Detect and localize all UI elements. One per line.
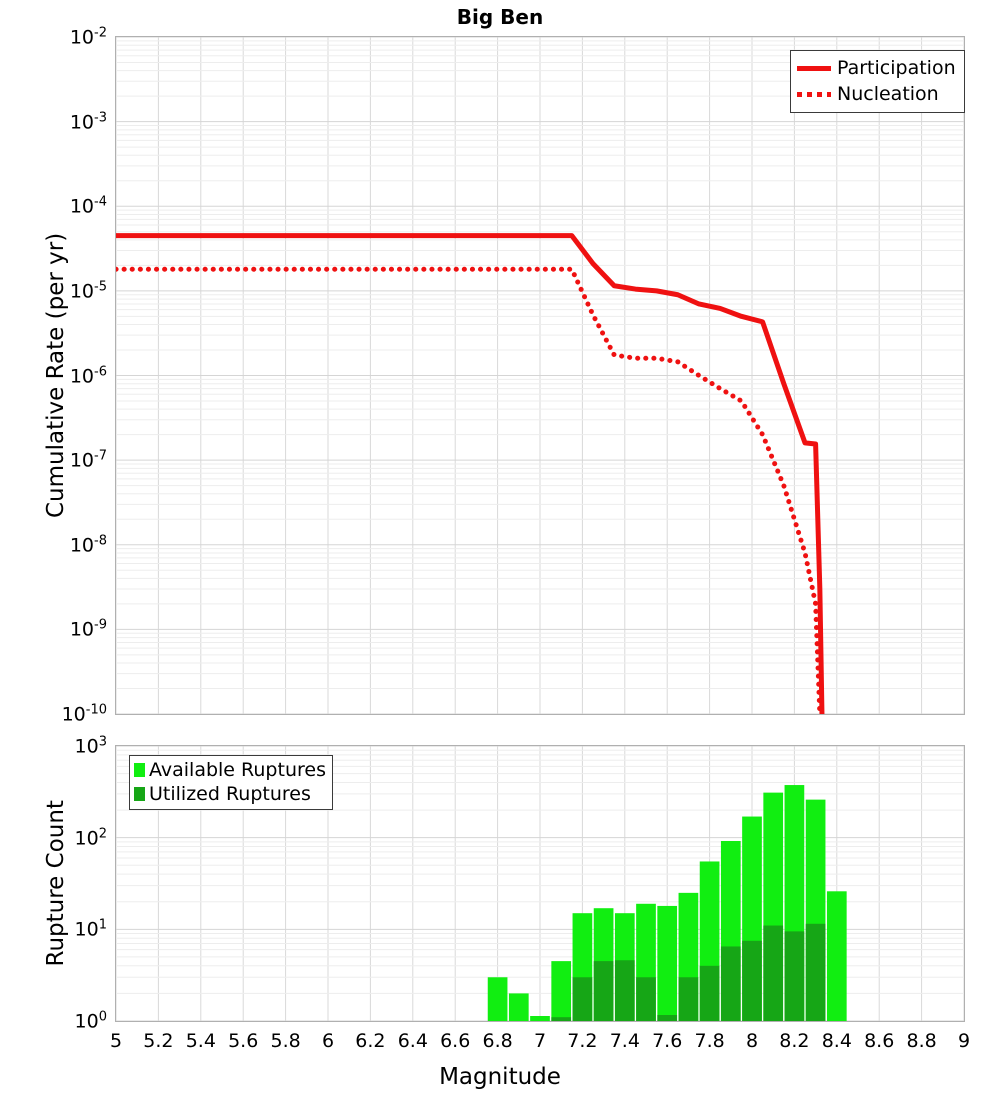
xtick-7-4: 7.4 (609, 1030, 640, 1052)
bar-utilized (720, 946, 741, 1021)
dotted-line-icon (797, 91, 831, 97)
bar-utilized (699, 965, 720, 1021)
chart-title: Big Ben (456, 5, 544, 29)
xtick-5-8: 5.8 (270, 1030, 301, 1052)
top-ytick-2: 10-4 (69, 194, 107, 218)
xtick-7-6: 7.6 (652, 1030, 683, 1052)
legend-item-participation: Participation (797, 55, 956, 81)
xtick-8: 8 (745, 1030, 759, 1052)
top-ytick-3: 10-5 (69, 279, 107, 303)
legend-label: Utilized Ruptures (149, 783, 311, 805)
bar-available (657, 905, 678, 1021)
xtick-5-6: 5.6 (228, 1030, 259, 1052)
xtick-7-2: 7.2 (567, 1030, 598, 1052)
bottom-ytick-3: 100 (74, 1009, 107, 1033)
top-ytick-8: 10-10 (61, 702, 107, 726)
legend-item-utilized: Utilized Ruptures (134, 782, 326, 806)
xtick-6-8: 6.8 (482, 1030, 513, 1052)
bar-available (826, 891, 847, 1021)
bar-utilized (636, 977, 656, 1021)
rupture-legend: Available Ruptures Utilized Ruptures (129, 755, 333, 810)
xtick-9: 9 (957, 1030, 971, 1052)
xtick-5: 5 (109, 1030, 123, 1052)
xtick-6-2: 6.2 (355, 1030, 386, 1052)
bottom-ytick-2: 101 (74, 917, 107, 941)
top-ytick-1: 10-3 (69, 109, 107, 134)
xtick-5-2: 5.2 (143, 1030, 174, 1052)
xtick-5-4: 5.4 (185, 1030, 216, 1052)
bar-available (508, 993, 529, 1021)
curve-legend: Participation Nucleation (790, 50, 965, 113)
xtick-7: 7 (533, 1030, 547, 1052)
xtick-6-6: 6.6 (440, 1030, 471, 1052)
legend-item-nucleation: Nucleation (797, 81, 956, 107)
bottom-ytick-0: 103 (74, 734, 107, 758)
top-ytick-5: 10-7 (69, 448, 107, 472)
top-ytick-4: 10-6 (69, 363, 107, 388)
top-plot-svg (113, 36, 965, 717)
bar-utilized (614, 960, 635, 1021)
bar-utilized (551, 1017, 572, 1021)
bar-utilized (742, 940, 762, 1021)
top-ytick-6: 10-8 (69, 533, 107, 557)
legend-label: Available Ruptures (149, 759, 326, 781)
curve-nucleation (113, 266, 823, 717)
legend-label: Nucleation (837, 83, 939, 105)
bar-utilized (593, 961, 614, 1021)
bottom-y-axis-title: Rupture Count (43, 800, 69, 967)
bar-utilized (657, 1015, 678, 1021)
cumulative-rate-plot (113, 36, 965, 717)
top-ytick-7: 10-9 (69, 617, 107, 642)
xtick-6-4: 6.4 (397, 1030, 428, 1052)
bar-utilized (805, 923, 826, 1021)
top-ytick-0: 10-2 (69, 25, 107, 49)
color-swatch-icon (134, 787, 145, 801)
bottom-ytick-1: 102 (74, 825, 107, 850)
bar-available (551, 961, 572, 1021)
solid-line-icon (797, 65, 831, 71)
xtick-8-2: 8.2 (779, 1030, 810, 1052)
top-y-axis-title: Cumulative Rate (per yr) (43, 232, 69, 518)
xtick-8-8: 8.8 (906, 1030, 937, 1052)
curve-participation (116, 233, 825, 715)
xtick-6: 6 (321, 1030, 335, 1052)
bar-available (487, 977, 508, 1021)
bar-utilized (572, 977, 593, 1021)
color-swatch-icon (134, 763, 145, 777)
bar-available (530, 1016, 550, 1021)
rupture-count-plot (115, 745, 965, 1022)
legend-label: Participation (837, 57, 956, 79)
x-axis-title: Magnitude (439, 1064, 561, 1090)
xtick-8-4: 8.4 (821, 1030, 852, 1052)
xtick-8-6: 8.6 (864, 1030, 895, 1052)
xtick-7-8: 7.8 (694, 1030, 725, 1052)
bar-utilized (763, 925, 784, 1021)
legend-item-available: Available Ruptures (134, 758, 326, 782)
bar-utilized (784, 931, 805, 1021)
bar-utilized (678, 977, 699, 1021)
